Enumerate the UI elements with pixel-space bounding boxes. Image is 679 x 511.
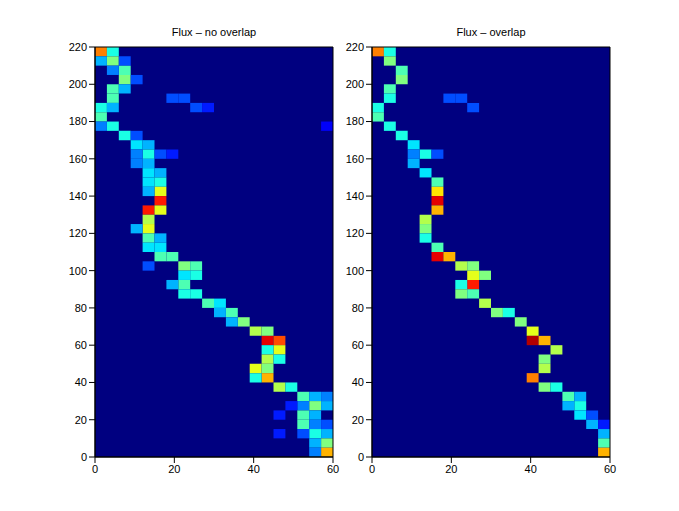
svg-text:60: 60: [75, 339, 87, 351]
html-text:Flux – overlap: Flux – overlap: [456, 26, 526, 38]
svg-text:200: 200: [69, 78, 87, 90]
svg-text:40: 40: [248, 463, 260, 475]
svg-text:180: 180: [346, 115, 364, 127]
svg-text:40: 40: [75, 376, 87, 388]
svg-text:20: 20: [168, 463, 180, 475]
svg-text:80: 80: [75, 302, 87, 314]
svg-text:60: 60: [604, 463, 616, 475]
svg-text:180: 180: [69, 115, 87, 127]
svg-text:40: 40: [352, 376, 364, 388]
svg-text:0: 0: [358, 451, 364, 463]
svg-text:220: 220: [346, 41, 364, 53]
svg-text:120: 120: [69, 227, 87, 239]
svg-text:140: 140: [69, 190, 87, 202]
svg-text:80: 80: [352, 302, 364, 314]
svg-text:160: 160: [69, 153, 87, 165]
svg-text:100: 100: [69, 265, 87, 277]
svg-text:60: 60: [327, 463, 339, 475]
svg-text:60: 60: [352, 339, 364, 351]
svg-text:120: 120: [346, 227, 364, 239]
svg-text:100: 100: [346, 265, 364, 277]
svg-text:40: 40: [525, 463, 537, 475]
html-text:Flux – no overlap: Flux – no overlap: [171, 26, 257, 38]
svg-text:20: 20: [75, 414, 87, 426]
svg-text:0: 0: [81, 451, 87, 463]
svg-text:220: 220: [69, 41, 87, 53]
svg-text:0: 0: [92, 463, 98, 475]
svg-text:20: 20: [445, 463, 457, 475]
svg-text:20: 20: [352, 414, 364, 426]
svg-text:200: 200: [346, 78, 364, 90]
svg-text:140: 140: [346, 190, 364, 202]
svg-text:0: 0: [369, 463, 375, 475]
svg-text:160: 160: [346, 153, 364, 165]
